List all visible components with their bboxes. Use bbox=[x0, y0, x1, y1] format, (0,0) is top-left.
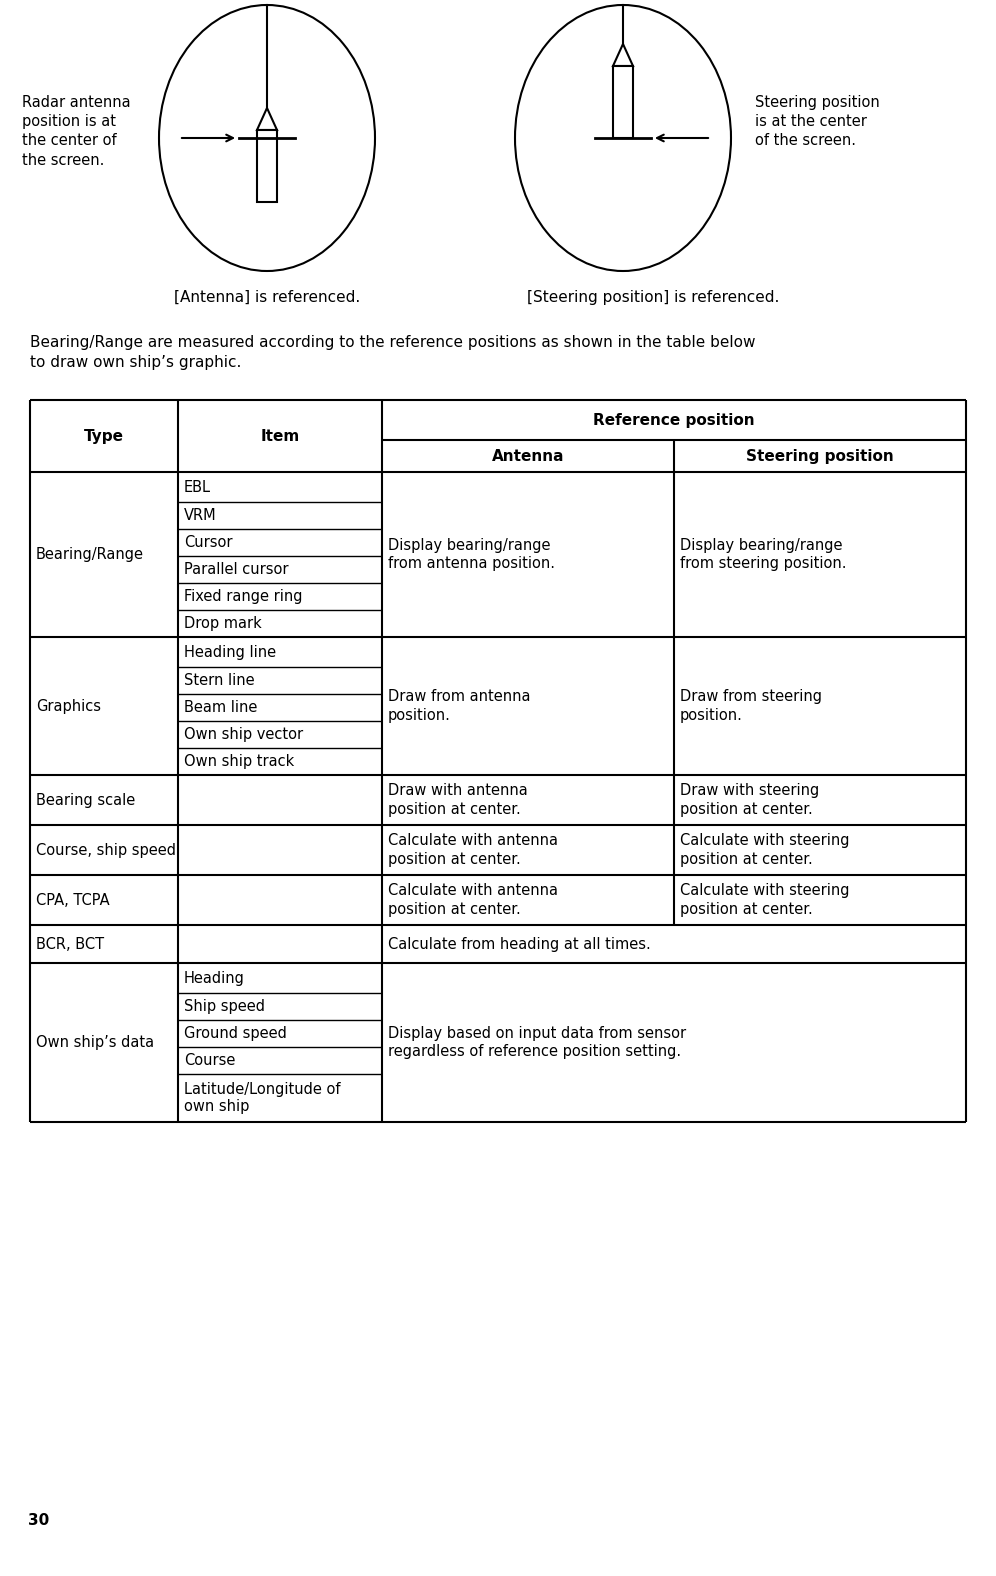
Text: Calculate with steering
position at center.: Calculate with steering position at cent… bbox=[680, 834, 850, 867]
Text: Calculate from heading at all times.: Calculate from heading at all times. bbox=[387, 936, 650, 952]
Text: Item: Item bbox=[260, 429, 300, 443]
Text: Display based on input data from sensor
regardless of reference position setting: Display based on input data from sensor … bbox=[387, 1026, 686, 1059]
Text: Type: Type bbox=[84, 429, 124, 443]
Text: CPA, TCPA: CPA, TCPA bbox=[36, 892, 110, 908]
Text: Antenna: Antenna bbox=[492, 449, 564, 463]
Text: Bearing scale: Bearing scale bbox=[36, 793, 135, 807]
Text: Heading line: Heading line bbox=[184, 645, 276, 659]
Text: Graphics: Graphics bbox=[36, 698, 101, 714]
Text: Heading: Heading bbox=[184, 971, 245, 985]
Text: Calculate with antenna
position at center.: Calculate with antenna position at cente… bbox=[387, 834, 558, 867]
Text: Bearing/Range are measured according to the reference positions as shown in the : Bearing/Range are measured according to … bbox=[30, 336, 756, 370]
Text: Draw with steering
position at center.: Draw with steering position at center. bbox=[680, 783, 820, 816]
Text: Draw from steering
position.: Draw from steering position. bbox=[680, 689, 822, 723]
Text: Ship speed: Ship speed bbox=[184, 999, 265, 1013]
Bar bbox=[613, 66, 633, 139]
Text: EBL: EBL bbox=[184, 479, 211, 495]
Text: BCR, BCT: BCR, BCT bbox=[36, 936, 105, 952]
Text: 30: 30 bbox=[28, 1513, 49, 1529]
Text: Own ship track: Own ship track bbox=[184, 753, 294, 769]
Text: Draw from antenna
position.: Draw from antenna position. bbox=[387, 689, 531, 723]
Text: Radar antenna
position is at
the center of
the screen.: Radar antenna position is at the center … bbox=[22, 95, 130, 167]
Text: VRM: VRM bbox=[184, 507, 216, 523]
Text: Course, ship speed: Course, ship speed bbox=[36, 843, 176, 857]
Text: Own ship vector: Own ship vector bbox=[184, 727, 303, 742]
Text: Latitude/Longitude of
own ship: Latitude/Longitude of own ship bbox=[184, 1081, 341, 1114]
Text: Steering position
is at the center
of the screen.: Steering position is at the center of th… bbox=[755, 95, 879, 148]
Text: Bearing/Range: Bearing/Range bbox=[36, 547, 144, 563]
Text: Cursor: Cursor bbox=[184, 534, 232, 550]
Polygon shape bbox=[613, 44, 633, 66]
Bar bbox=[257, 129, 277, 202]
Text: Calculate with steering
position at center.: Calculate with steering position at cent… bbox=[680, 883, 850, 917]
Text: [Steering position] is referenced.: [Steering position] is referenced. bbox=[527, 290, 779, 306]
Text: Calculate with antenna
position at center.: Calculate with antenna position at cente… bbox=[387, 883, 558, 917]
Text: Stern line: Stern line bbox=[184, 673, 255, 689]
Text: Draw with antenna
position at center.: Draw with antenna position at center. bbox=[387, 783, 528, 816]
Text: Ground speed: Ground speed bbox=[184, 1026, 287, 1042]
Text: Drop mark: Drop mark bbox=[184, 616, 262, 630]
Text: Fixed range ring: Fixed range ring bbox=[184, 589, 303, 604]
Text: Display bearing/range
from steering position.: Display bearing/range from steering posi… bbox=[680, 537, 847, 572]
Text: Parallel cursor: Parallel cursor bbox=[184, 563, 289, 577]
Text: Reference position: Reference position bbox=[594, 413, 755, 427]
Text: Own ship’s data: Own ship’s data bbox=[36, 1035, 154, 1050]
Text: Steering position: Steering position bbox=[746, 449, 893, 463]
Polygon shape bbox=[257, 109, 277, 129]
Text: [Antenna] is referenced.: [Antenna] is referenced. bbox=[174, 290, 361, 306]
Text: Beam line: Beam line bbox=[184, 700, 257, 716]
Text: Display bearing/range
from antenna position.: Display bearing/range from antenna posit… bbox=[387, 537, 555, 572]
Text: Course: Course bbox=[184, 1053, 235, 1069]
